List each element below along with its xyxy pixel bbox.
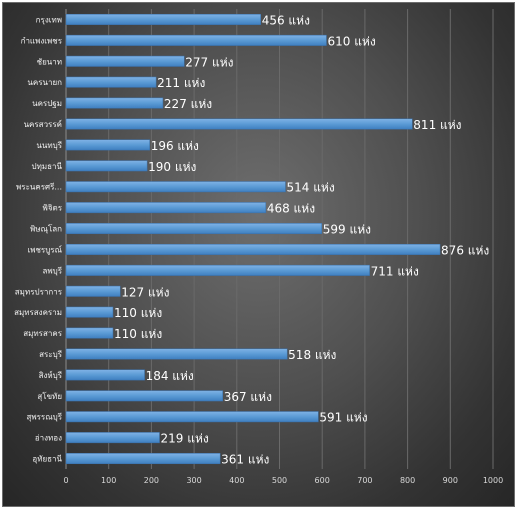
data-label: 599 แห่ง (323, 223, 371, 237)
bar[interactable] (65, 223, 323, 235)
data-label: 277 แห่ง (185, 55, 233, 69)
category-label: ลพบุรี (42, 266, 62, 275)
x-tick-label: 600 (315, 476, 330, 485)
bar[interactable] (65, 34, 327, 46)
bar-chart: 0 100 200 300 400 500 600 700 800 900 1000 กรุงเทพ 4… (14, 9, 503, 485)
x-tick-label: 900 (443, 476, 458, 485)
category-label: นครนายก (27, 78, 62, 87)
category-label: สิงห์บุรี (38, 370, 62, 380)
category-label: พิษณุโลก (30, 224, 62, 234)
x-tick-label: 100 (101, 476, 116, 485)
category-label: สมุทรสาคร (23, 329, 62, 338)
category-label: กรุงเทพ (36, 15, 62, 24)
category-label: สุโขทัย (37, 391, 62, 401)
data-label: 514 แห่ง (286, 181, 334, 195)
category-label: สมุทรปราการ (15, 287, 63, 296)
bar[interactable] (65, 202, 267, 214)
bar[interactable] (65, 76, 157, 88)
bar[interactable] (65, 348, 288, 360)
data-label: 110 แห่ง (114, 327, 162, 341)
data-label: 227 แห่ง (164, 97, 212, 111)
data-label: 591 แห่ง (319, 411, 367, 425)
data-label: 196 แห่ง (151, 139, 199, 153)
x-tick-label: 700 (357, 476, 372, 485)
x-tick-label: 1000 (483, 476, 503, 485)
data-label: 219 แห่ง (161, 432, 209, 446)
bar[interactable] (65, 306, 114, 318)
category-label: นครสวรรค์ (24, 119, 62, 129)
data-label: 110 แห่ง (114, 306, 162, 320)
category-label: สระบุรี (39, 350, 63, 359)
bar[interactable] (65, 369, 145, 381)
category-label: กำแพงเพชร (21, 36, 63, 45)
bar[interactable] (65, 97, 164, 109)
x-tick-label: 300 (186, 476, 201, 485)
category-label: นครปฐม (32, 99, 62, 108)
bar[interactable] (65, 285, 121, 297)
x-tick-label: 200 (144, 476, 159, 485)
bar[interactable] (65, 453, 221, 465)
data-label: 184 แห่ง (146, 369, 194, 383)
category-label: อุทัยธานี (32, 455, 62, 464)
bar[interactable] (65, 390, 223, 402)
data-label: 711 แห่ง (371, 264, 419, 278)
chart-frame: 0 100 200 300 400 500 600 700 800 900 1000 กรุงเทพ 4… (2, 2, 515, 507)
category-label: ปทุมธานี (32, 162, 63, 171)
bar[interactable] (65, 327, 114, 339)
data-label: 518 แห่ง (288, 348, 336, 362)
bar[interactable] (65, 139, 150, 151)
bar[interactable] (65, 160, 148, 172)
data-label: 361 แห่ง (221, 453, 269, 467)
data-label: 811 แห่ง (413, 118, 461, 132)
category-label: พระนครศรี... (16, 183, 62, 192)
bar[interactable] (65, 55, 185, 67)
category-label: พิจิตร (43, 204, 63, 213)
data-label: 367 แห่ง (224, 390, 272, 404)
x-tick-label: 0 (63, 476, 68, 485)
data-label: 127 แห่ง (121, 285, 169, 299)
data-label: 456 แห่ง (262, 13, 310, 27)
x-tick-label: 800 (400, 476, 415, 485)
bar[interactable] (65, 243, 441, 255)
data-label: 211 แห่ง (157, 76, 205, 90)
x-tick-label: 500 (272, 476, 287, 485)
bar[interactable] (65, 432, 160, 444)
bar[interactable] (65, 181, 286, 193)
category-label: ชัยนาท (37, 57, 62, 66)
data-label: 468 แห่ง (267, 202, 315, 216)
category-label: เพชรบูรณ์ (27, 244, 62, 255)
category-label: อ่างทอง (35, 434, 62, 443)
x-tick-label: 400 (229, 476, 244, 485)
category-label: สุพรรณบุรี (26, 413, 62, 422)
bar[interactable] (65, 411, 319, 423)
category-label: สมุทรสงคราม (14, 308, 62, 317)
data-label: 610 แห่ง (327, 34, 375, 48)
data-label: 876 แห่ง (441, 243, 489, 257)
bar[interactable] (65, 264, 370, 276)
data-label: 190 แห่ง (148, 160, 196, 174)
category-label: นนทบุรี (36, 141, 62, 150)
bar[interactable] (65, 118, 413, 130)
bar[interactable] (65, 13, 261, 25)
